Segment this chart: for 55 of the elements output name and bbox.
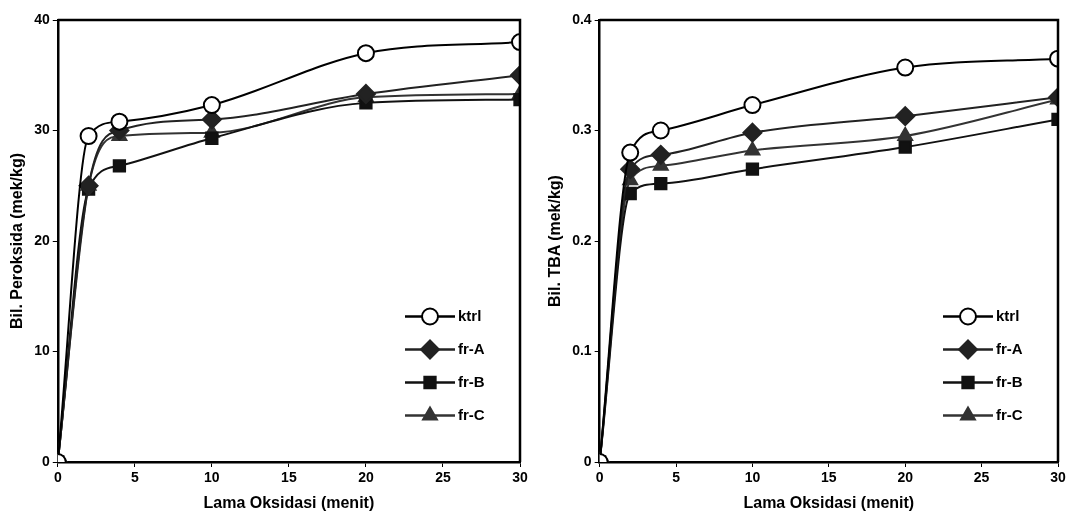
point: [742, 122, 763, 143]
point: [112, 159, 127, 173]
x-tick-label: 0: [53, 469, 62, 486]
x-tick-label: 20: [358, 469, 374, 486]
y-tick-label: 0.2: [572, 231, 592, 248]
y-tick-label: 0: [41, 452, 50, 469]
legend-label: ktrl: [996, 306, 1020, 324]
legend-label: fr-C: [996, 405, 1023, 423]
point: [110, 112, 129, 131]
x-axis-title: Lama Oksidasi (menit): [203, 493, 375, 511]
point: [651, 121, 670, 140]
legend-label: fr-C: [458, 405, 485, 423]
x-tick-label: 10: [744, 469, 761, 486]
point: [744, 141, 761, 156]
point: [654, 176, 668, 191]
legend-label: ktrl: [458, 306, 482, 324]
legend-label: fr-B: [996, 372, 1023, 390]
y-tick-label: 40: [34, 10, 50, 27]
y-tick-label: 20: [34, 231, 50, 248]
x-tick-label: 10: [204, 469, 220, 486]
y-tick-label: 30: [34, 121, 50, 138]
x-tick-label: 0: [595, 469, 604, 486]
x-tick-label: 20: [897, 469, 914, 486]
legend-label: fr-A: [458, 339, 485, 357]
y-tick-label: 10: [34, 342, 50, 359]
x-tick-label: 5: [672, 469, 681, 486]
y-tick-label: 0.1: [572, 342, 592, 359]
x-tick-label: 25: [973, 469, 990, 486]
y-tick-label: 0.4: [572, 10, 592, 27]
point: [897, 127, 914, 142]
point: [79, 127, 98, 146]
x-tick-label: 25: [435, 469, 451, 486]
y-axis-title: Bil. Peroksida (mek/kg): [8, 152, 26, 330]
x-tick-label: 15: [281, 469, 297, 486]
point: [896, 58, 915, 77]
point: [205, 131, 219, 145]
point: [202, 96, 221, 115]
x-tick-label: 5: [130, 469, 139, 486]
y-axis-title: Bil. TBA (mek/kg): [546, 175, 564, 307]
x-axis-title: Lama Oksidasi (menit): [743, 493, 915, 511]
x-tick-label: 15: [821, 469, 837, 486]
legend-label: fr-B: [458, 372, 485, 390]
point: [78, 175, 99, 196]
point: [745, 162, 760, 176]
point: [898, 140, 912, 154]
y-tick-label: 0: [583, 452, 592, 469]
x-tick-label: 30: [1050, 469, 1066, 486]
legend-label: fr-A: [996, 339, 1023, 357]
point: [621, 143, 640, 162]
point: [650, 144, 671, 165]
y-tick-label: 0.3: [572, 121, 592, 138]
x-tick-label: 30: [512, 469, 528, 486]
point: [356, 44, 375, 63]
point: [895, 106, 916, 127]
point: [743, 96, 762, 115]
